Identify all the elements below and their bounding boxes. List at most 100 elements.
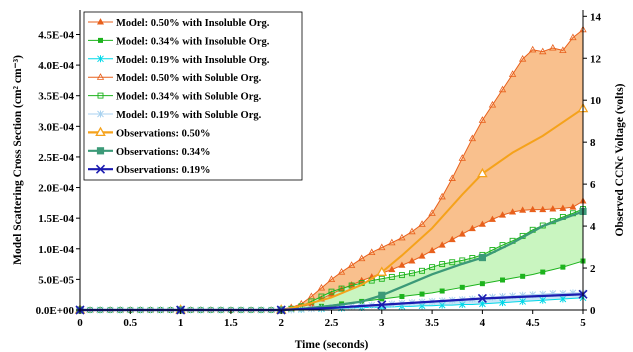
legend-label: Model: 0.19% with Insoluble Org. — [116, 55, 270, 66]
y2-tick-label: 4 — [590, 221, 596, 233]
data-point — [540, 269, 546, 275]
y2-axis-title: Observed CCNc Voltage (volts) — [614, 83, 626, 236]
data-point — [398, 233, 406, 241]
x-tick-label: 1 — [178, 317, 184, 329]
data-point — [488, 100, 497, 108]
data-point — [379, 296, 385, 302]
data-point — [96, 147, 105, 155]
data-point — [398, 272, 405, 279]
data-point — [398, 261, 406, 268]
legend: Model: 0.50% with Insoluble Org. Model: 0… — [83, 11, 303, 181]
data-point — [428, 246, 436, 254]
data-point — [529, 205, 537, 213]
y2-tick-label: 10 — [590, 95, 602, 107]
y-tick-label: 4.5E-04 — [38, 29, 74, 41]
data-point — [569, 33, 577, 41]
legend-item: Model: 0.50% with Insoluble Org. — [88, 18, 270, 29]
x-tick-label: 4.5 — [526, 317, 540, 329]
y2-tick-label: 0 — [590, 305, 596, 317]
data-point — [478, 253, 486, 262]
tick-layer: 0 0.5 1 1.5 2 2.5 3 3.5 4 4.5 5 0.0E+00 5.0E-05 1.0E-… — [36, 11, 602, 329]
data-point — [418, 252, 426, 259]
y2-tick-label: 14 — [590, 11, 602, 23]
data-point — [419, 267, 425, 274]
data-point — [477, 167, 488, 178]
y-tick-label: 3.0E-04 — [38, 121, 74, 133]
data-point — [378, 243, 386, 251]
y-tick-label: 4.0E-04 — [38, 60, 74, 72]
x-tick-label: 3.5 — [425, 317, 439, 329]
data-point — [488, 215, 496, 222]
data-point — [458, 154, 466, 161]
data-point — [458, 230, 466, 237]
legend-label: Model: 0.19% with Soluble Org. — [116, 110, 262, 121]
data-point — [409, 270, 415, 277]
data-point — [95, 164, 106, 174]
legend-label: Model: 0.50% with Insoluble Org. — [116, 18, 270, 29]
data-point — [478, 220, 486, 227]
legend-label: Model: 0.50% with Soluble Org. — [116, 73, 262, 84]
x-tick-label: 0.5 — [123, 317, 137, 329]
y2-tick-label: 6 — [590, 179, 596, 191]
legend-item: Model: 0.19% with Soluble Org. — [88, 110, 262, 121]
data-point — [388, 265, 396, 273]
data-point — [499, 211, 507, 218]
y-tick-label: 5.0E-05 — [38, 274, 74, 286]
data-point — [418, 220, 426, 227]
data-point — [559, 204, 567, 211]
y-tick-label: 2.5E-04 — [38, 152, 74, 164]
data-point — [539, 296, 547, 304]
data-point — [399, 294, 405, 300]
x-tick-label: 2.5 — [325, 317, 339, 329]
data-point — [519, 297, 526, 305]
data-point — [97, 92, 104, 99]
data-point — [337, 268, 346, 275]
data-point — [518, 54, 527, 62]
x-tick-label: 4 — [480, 317, 486, 329]
legend-item: Model: 0.34% with Insoluble Org. — [88, 36, 270, 47]
data-point — [328, 288, 335, 295]
x-tick-label: 5 — [580, 317, 586, 329]
data-point — [439, 288, 445, 294]
data-point — [368, 248, 376, 256]
data-point — [560, 264, 566, 270]
data-point — [388, 273, 395, 280]
y-tick-label: 1.0E-04 — [38, 244, 74, 256]
data-point — [508, 70, 517, 77]
data-point — [498, 85, 507, 93]
data-point — [327, 290, 336, 297]
data-point — [408, 257, 416, 264]
data-point — [509, 208, 517, 215]
data-point — [539, 47, 547, 55]
y2-tick-label: 8 — [590, 137, 596, 149]
x-axis-title: Time (seconds) — [295, 339, 369, 351]
data-point — [378, 291, 386, 299]
data-point — [97, 55, 104, 63]
data-point — [520, 273, 526, 279]
data-point — [468, 224, 476, 232]
legend-item: Observations: 0.50% — [88, 126, 211, 139]
data-point — [500, 277, 506, 283]
data-point — [438, 241, 446, 248]
data-point — [468, 134, 477, 142]
data-point — [358, 254, 366, 262]
data-point — [448, 174, 456, 181]
x-tick-label: 1.5 — [224, 317, 238, 329]
legend-label: Model: 0.34% with Insoluble Org. — [116, 36, 270, 47]
data-point — [539, 205, 547, 213]
x-tick-label: 0 — [77, 317, 83, 329]
y-tick-label: 2.0E-04 — [38, 183, 74, 195]
data-point — [519, 206, 527, 213]
data-point — [569, 203, 577, 210]
legend-item: Model: 0.19% with Insoluble Org. — [88, 55, 270, 66]
legend-label: Observations: 0.34% — [116, 147, 211, 158]
data-point — [449, 259, 456, 266]
legend-item: Observations: 0.19% — [88, 164, 211, 176]
y-tick-label: 3.5E-04 — [38, 91, 74, 103]
data-point — [559, 46, 567, 54]
data-point — [429, 264, 436, 271]
data-point — [479, 300, 486, 308]
legend-item: Observations: 0.34% — [88, 147, 211, 158]
y2-tick-label: 2 — [590, 263, 596, 275]
